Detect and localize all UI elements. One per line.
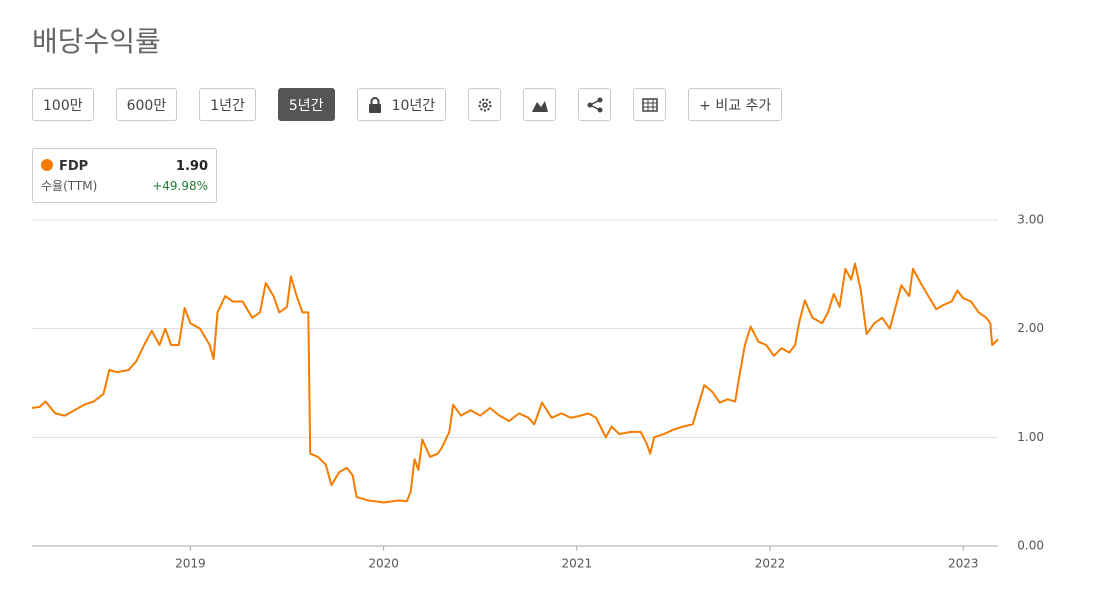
range-button[interactable]: 1년간 [199, 88, 256, 121]
legend-change: +49.98% [152, 178, 208, 193]
share-button[interactable] [578, 88, 612, 121]
share-icon [587, 97, 603, 112]
area-icon [531, 100, 548, 112]
legend-symbol-wrap: FDP [41, 159, 88, 174]
compare-button[interactable]: + 비교 추가 [688, 88, 783, 121]
lock-icon [368, 96, 381, 113]
table-icon [641, 97, 658, 112]
range-label: 10년간 [391, 97, 436, 114]
y-tick-label: 0.00 [1017, 539, 1044, 553]
y-tick-label: 3.00 [1017, 213, 1044, 227]
x-tick-label: 2022 [755, 557, 786, 571]
y-tick-label: 2.00 [1017, 321, 1044, 335]
page-title: 배당수익률 [32, 25, 161, 58]
legend-metric: 수율(TTM) [41, 179, 98, 193]
range-button[interactable]: 5년간 [277, 88, 335, 121]
range-button-locked[interactable]: 10년간 [356, 88, 447, 121]
settings-button[interactable] [468, 88, 502, 121]
toolbar: 100만 600만 1년간 5년간 10년간 + 비교 추가 [32, 88, 783, 121]
legend-value: 1.90 [175, 159, 208, 174]
legend-swatch [41, 159, 53, 171]
gear-icon [478, 98, 492, 111]
x-tick-label: 2023 [948, 557, 979, 571]
x-tick-label: 2019 [175, 557, 206, 571]
chart-type-button[interactable] [523, 88, 557, 121]
x-tick-label: 2020 [368, 557, 399, 571]
legend: FDP 1.90 수율(TTM) +49.98% [32, 148, 217, 203]
table-button[interactable] [633, 88, 667, 121]
legend-symbol: FDP [59, 159, 89, 174]
y-tick-label: 1.00 [1017, 430, 1044, 444]
x-tick-label: 2021 [562, 557, 593, 571]
series-line [31, 262, 999, 504]
range-button[interactable]: 100만 [32, 88, 94, 121]
range-button[interactable]: 600만 [115, 88, 178, 121]
